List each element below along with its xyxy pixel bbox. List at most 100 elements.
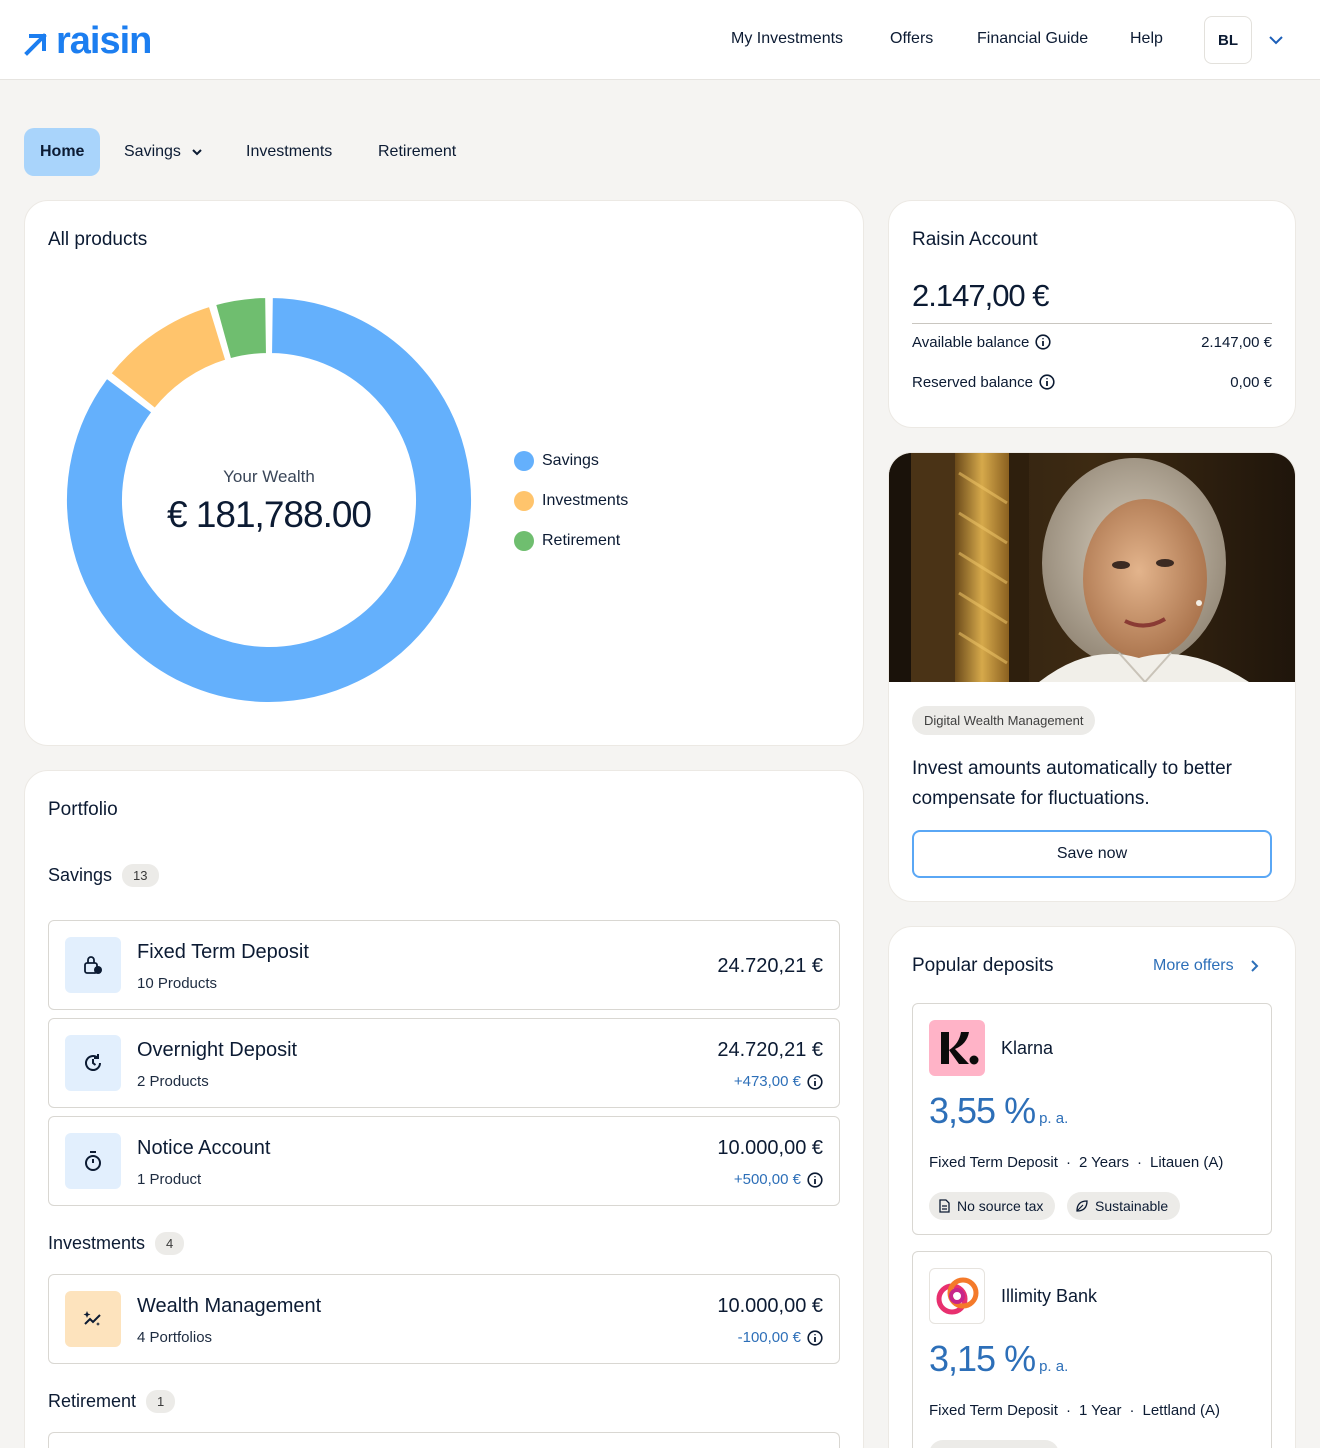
avatar[interactable]: BL xyxy=(1204,16,1252,64)
tab-home[interactable]: Home xyxy=(24,128,101,176)
raisin-account-card[interactable] xyxy=(888,200,1296,428)
deposit-meta: Fixed Term Deposit · 2 Years · Litauen (A) xyxy=(929,1154,1223,1171)
info-icon[interactable] xyxy=(807,1073,823,1090)
deposit-country: Lettland (A) xyxy=(1142,1402,1221,1419)
deposit-card-klarna[interactable]: Klarna 3,55 % p. a. Fixed Term Deposit · 2 … xyxy=(912,1003,1272,1235)
popular-deposits-title: Popular deposits xyxy=(912,955,1054,976)
product-name: Fixed Term Deposit xyxy=(137,941,309,963)
deposit-term: 1 Year xyxy=(1078,1402,1122,1419)
product-amount: 10.000,00 € xyxy=(717,1295,823,1317)
deposit-card-illimity[interactable]: Illimity Bank 3,15 % p. a. Fixed Term Dep… xyxy=(912,1251,1272,1448)
legend-investments: Investments xyxy=(514,491,628,511)
product-wealth-management[interactable]: Wealth Management 4 Portfolios 10.000,00… xyxy=(48,1274,840,1364)
product-count: 10 Products xyxy=(137,975,218,992)
product-delta: +473,00 € xyxy=(734,1073,823,1090)
legend-savings: Savings xyxy=(514,451,599,471)
savings-section-header: Savings 13 xyxy=(48,864,159,887)
tab-retirement[interactable]: Retirement xyxy=(378,143,457,160)
product-name: Overnight Deposit xyxy=(137,1039,298,1061)
arrow-up-right-icon xyxy=(24,33,47,56)
delta-value: +473,00 € xyxy=(733,1073,801,1090)
legend-retirement: Retirement xyxy=(514,531,620,551)
separator: · xyxy=(1065,1402,1071,1419)
nav-financial-guide[interactable]: Financial Guide xyxy=(977,30,1089,47)
product-fixed-term-deposit[interactable]: Fixed Term Deposit 10 Products 24.720,21… xyxy=(48,920,840,1010)
legend-label: Investments xyxy=(542,492,629,509)
legend-dot xyxy=(514,491,534,511)
tab-investments[interactable]: Investments xyxy=(246,143,333,160)
save-now-button[interactable]: Save now xyxy=(912,830,1272,878)
deposit-country: Litauen (A) xyxy=(1149,1154,1224,1171)
available-balance-value: 2.147,00 € xyxy=(1201,334,1272,351)
legend-label: Retirement xyxy=(542,532,621,549)
count-badge: 1 xyxy=(146,1390,176,1413)
nav-help[interactable]: Help xyxy=(1130,30,1163,47)
info-icon[interactable] xyxy=(1039,374,1055,390)
promo-card xyxy=(888,452,1296,902)
section-label: Investments xyxy=(48,1233,146,1253)
separator: · xyxy=(1136,1154,1142,1171)
legend-dot xyxy=(514,531,534,551)
deposit-type: Fixed Term Deposit xyxy=(929,1154,1058,1171)
tab-savings[interactable]: Savings xyxy=(124,128,207,176)
klarna-logo xyxy=(929,1020,985,1076)
rate-value: 3,55 % xyxy=(929,1090,1036,1131)
wealth-donut-chart xyxy=(66,297,472,703)
bank-name: Illimity Bank xyxy=(1001,1286,1098,1306)
product-overnight-deposit[interactable]: Overnight Deposit 2 Products 24.720,21 €… xyxy=(48,1018,840,1108)
product-delta: -100,00 € xyxy=(738,1329,823,1346)
reserved-balance-value: 0,00 € xyxy=(1230,374,1272,391)
all-products-title: All products xyxy=(48,229,148,250)
promo-category-chip: Digital Wealth Management xyxy=(912,706,1096,735)
info-icon[interactable] xyxy=(807,1171,823,1188)
product-name: Notice Account xyxy=(137,1137,271,1159)
investments-section-header: Investments 4 xyxy=(48,1232,185,1255)
nav-my-investments[interactable]: My Investments xyxy=(731,30,844,47)
product-name: Wealth Management xyxy=(137,1295,322,1317)
tag-label: Sustainable xyxy=(1095,1198,1169,1214)
deposit-term: 2 Years xyxy=(1078,1154,1129,1171)
refresh-clock-icon xyxy=(65,1035,121,1091)
chevron-down-icon xyxy=(192,149,202,156)
chevron-right-icon xyxy=(1250,960,1259,972)
info-icon[interactable] xyxy=(807,1329,823,1346)
product-count: 1 Product xyxy=(137,1171,202,1188)
chevron-down-icon[interactable] xyxy=(1266,30,1286,50)
nav-offers[interactable]: Offers xyxy=(890,30,934,47)
product-retirement[interactable] xyxy=(48,1432,840,1448)
separator: · xyxy=(1065,1154,1071,1171)
available-balance-label: Available balance xyxy=(912,334,1030,351)
count-badge: 13 xyxy=(122,864,159,887)
donut-slice-retirement[interactable] xyxy=(213,297,268,361)
interest-rate: 3,15 % p. a. xyxy=(929,1338,1068,1380)
delta-value: -100,00 € xyxy=(737,1329,801,1346)
more-offers-link[interactable]: More offers xyxy=(1153,956,1264,976)
section-label: Savings xyxy=(48,865,113,885)
more-offers-label: More offers xyxy=(1153,957,1234,974)
product-amount: 24.720,21 € xyxy=(717,955,823,977)
donut-slice-investments[interactable] xyxy=(108,304,228,411)
raisin-logo[interactable]: raisin xyxy=(24,22,152,60)
your-wealth-label: Your Wealth xyxy=(223,467,315,486)
separator: · xyxy=(1129,1402,1135,1419)
retirement-section-header: Retirement 1 xyxy=(48,1390,176,1413)
rate-value: 3,15 % xyxy=(929,1338,1036,1379)
product-notice-account[interactable]: Notice Account 1 Product 10.000,00 € +50… xyxy=(48,1116,840,1206)
portfolio-title: Portfolio xyxy=(48,799,118,820)
product-count: 4 Portfolios xyxy=(137,1329,213,1346)
your-wealth-value: € 181,788.00 xyxy=(166,494,372,535)
product-amount: 10.000,00 € xyxy=(717,1137,823,1159)
tag-placeholder xyxy=(929,1440,1059,1448)
available-balance-row: Available balance 2.147,00 € xyxy=(912,334,1272,351)
reserved-balance-row: Reserved balance 0,00 € xyxy=(912,374,1272,391)
document-icon xyxy=(939,1199,950,1213)
leaf-icon xyxy=(1076,1200,1088,1212)
info-icon[interactable] xyxy=(1035,334,1051,350)
section-label: Retirement xyxy=(48,1391,137,1411)
donut-slice-savings[interactable] xyxy=(66,297,472,703)
illimity-bank-logo xyxy=(929,1268,985,1324)
product-amount: 24.720,21 € xyxy=(717,1039,823,1061)
legend-dot xyxy=(514,451,534,471)
promo-text: Invest amounts automatically to better c… xyxy=(912,758,1232,809)
sparkle-trend-icon xyxy=(65,1291,121,1347)
